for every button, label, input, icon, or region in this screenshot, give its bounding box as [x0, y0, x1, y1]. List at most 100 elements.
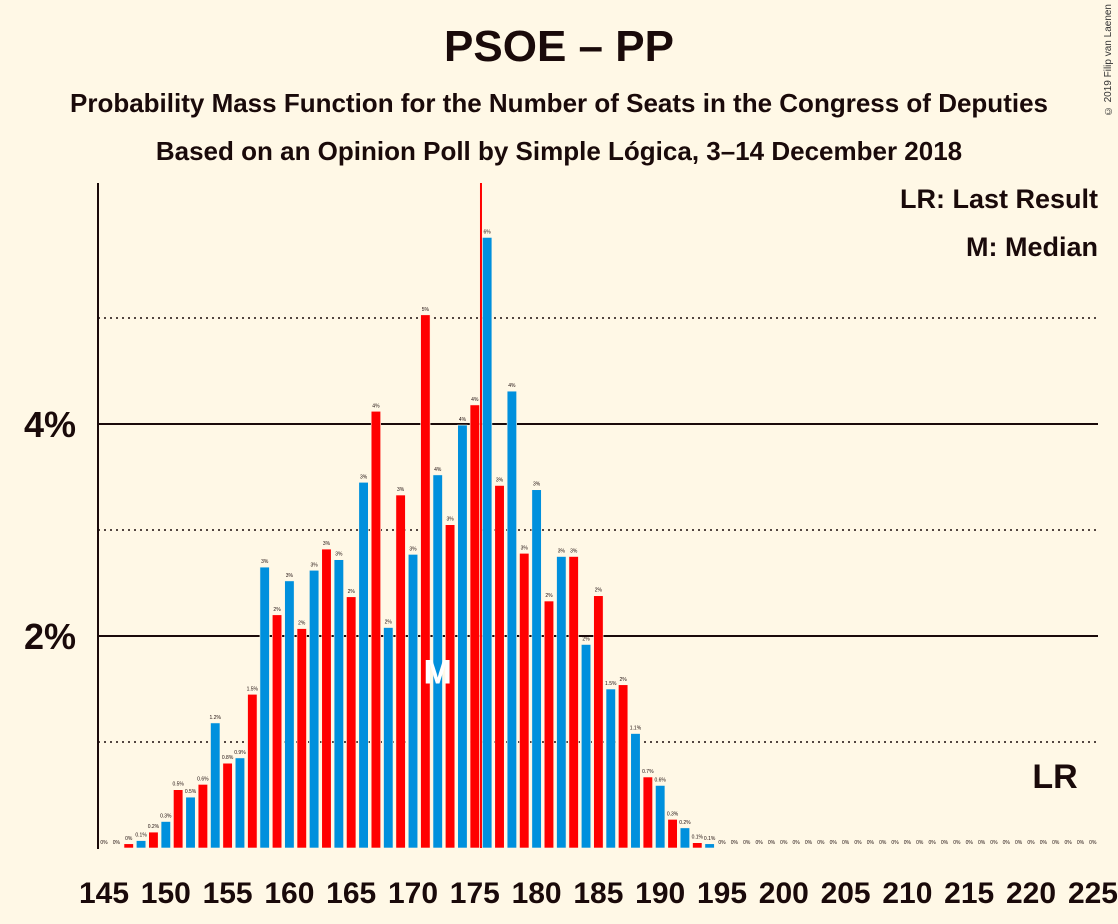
data-label-seat-176: 6% — [484, 229, 492, 235]
data-label-seat-215: 0% — [966, 840, 974, 846]
data-label-seat-191: 0.3% — [667, 811, 679, 817]
x-tick-label: 195 — [697, 877, 747, 910]
bar-seat-177 — [494, 485, 505, 849]
data-label-seat-166: 3% — [360, 474, 368, 480]
data-label-seat-223: 0% — [1064, 840, 1072, 846]
data-label-seat-156: 0.9% — [234, 750, 246, 756]
data-label-seat-212: 0% — [929, 840, 937, 846]
bar-seat-191 — [667, 819, 678, 849]
bar-seat-151 — [173, 789, 184, 849]
bar-seat-162 — [309, 569, 320, 849]
bar-seat-189 — [642, 776, 653, 849]
bar-seat-160 — [284, 580, 295, 849]
data-label-seat-224: 0% — [1077, 840, 1085, 846]
bar-seat-174 — [457, 424, 468, 849]
x-tick-label: 180 — [512, 877, 562, 910]
data-label-seat-172: 4% — [434, 467, 442, 473]
data-label-seat-186: 1.5% — [605, 681, 617, 687]
data-label-seat-187: 2% — [620, 677, 628, 683]
data-label-seat-161: 2% — [298, 621, 306, 627]
data-label-seat-160: 3% — [286, 573, 294, 579]
data-label-seat-157: 1.5% — [247, 686, 259, 692]
data-label-seat-203: 0% — [817, 840, 825, 846]
data-label-seat-217: 0% — [990, 840, 998, 846]
data-label-seat-194: 0.1% — [704, 836, 716, 842]
data-label-seat-171: 5% — [422, 307, 430, 313]
data-label-seat-189: 0.7% — [642, 769, 654, 775]
bar-seat-166 — [358, 481, 369, 849]
data-label-seat-150: 0.3% — [160, 814, 172, 820]
data-label-seat-158: 3% — [261, 559, 269, 565]
bar-seat-179 — [519, 553, 530, 849]
data-label-seat-183: 3% — [570, 549, 578, 555]
x-tick-label: 205 — [821, 877, 871, 910]
x-tick-label: 155 — [203, 877, 253, 910]
bar-seat-175 — [469, 404, 480, 849]
data-label-seat-192: 0.2% — [679, 820, 691, 826]
bar-seat-193 — [692, 842, 703, 849]
x-tick-label: 185 — [573, 877, 623, 910]
bar-seat-152 — [185, 796, 196, 849]
median-marker: M — [424, 654, 452, 692]
data-label-seat-197: 0% — [743, 840, 751, 846]
legend-median: M: Median — [966, 232, 1098, 262]
data-label-seat-165: 2% — [348, 589, 356, 595]
data-label-seat-219: 0% — [1015, 840, 1023, 846]
data-label-seat-185: 2% — [595, 588, 603, 594]
data-label-seat-175: 4% — [471, 397, 479, 403]
data-label-seat-214: 0% — [953, 840, 961, 846]
data-label-seat-208: 0% — [879, 840, 887, 846]
bar-seat-155 — [222, 762, 233, 849]
last-result-marker: LR — [1032, 758, 1077, 796]
data-label-seat-163: 3% — [323, 541, 331, 547]
bar-seat-187 — [618, 684, 629, 849]
bar-seat-180 — [531, 489, 542, 849]
data-label-seat-209: 0% — [891, 840, 899, 846]
data-label-seat-222: 0% — [1052, 840, 1060, 846]
x-tick-label: 225 — [1068, 877, 1118, 910]
data-label-seat-190: 0.6% — [654, 777, 666, 783]
data-label-seat-179: 3% — [521, 545, 529, 551]
data-label-seat-198: 0% — [755, 840, 763, 846]
bar-seat-194 — [704, 843, 715, 849]
x-tick-label: 215 — [944, 877, 994, 910]
data-label-seat-169: 3% — [397, 487, 405, 493]
data-label-seat-201: 0% — [793, 840, 801, 846]
data-label-seat-221: 0% — [1040, 840, 1048, 846]
x-tick-label: 200 — [759, 877, 809, 910]
data-label-seat-213: 0% — [941, 840, 949, 846]
data-label-seat-205: 0% — [842, 840, 850, 846]
bar-seat-178 — [506, 390, 517, 849]
data-label-seat-146: 0% — [113, 840, 121, 846]
data-label-seat-218: 0% — [1003, 840, 1011, 846]
legend-last-result: LR: Last Result — [899, 184, 1098, 214]
data-label-seat-174: 4% — [459, 417, 467, 423]
bar-seat-186 — [605, 688, 616, 849]
bar-seat-172 — [432, 474, 443, 849]
data-label-seat-188: 1.1% — [630, 726, 642, 732]
bar-seat-184 — [580, 644, 592, 849]
bar-seat-190 — [655, 785, 666, 849]
bar-seat-165 — [346, 596, 357, 849]
bar-seat-170 — [407, 554, 419, 849]
bar-seat-147 — [123, 843, 134, 849]
bar-seat-173 — [445, 524, 456, 849]
bar-seat-158 — [259, 566, 270, 849]
data-label-seat-170: 3% — [409, 546, 417, 552]
data-label-seat-178: 4% — [508, 383, 516, 389]
bar-seat-192 — [679, 827, 690, 849]
data-label-seat-216: 0% — [978, 840, 986, 846]
bar-seat-161 — [296, 628, 307, 849]
x-tick-label: 170 — [388, 877, 438, 910]
x-tick-label: 160 — [264, 877, 314, 910]
bar-seat-182 — [556, 556, 567, 849]
x-tick-label: 210 — [882, 877, 932, 910]
bar-seat-181 — [543, 600, 555, 849]
data-label-seat-195: 0% — [718, 840, 726, 846]
data-label-seat-147: 0% — [125, 836, 133, 842]
x-tick-label: 190 — [635, 877, 685, 910]
x-tick-label: 165 — [326, 877, 376, 910]
data-label-seat-164: 3% — [335, 552, 343, 558]
data-label-seat-199: 0% — [768, 840, 776, 846]
